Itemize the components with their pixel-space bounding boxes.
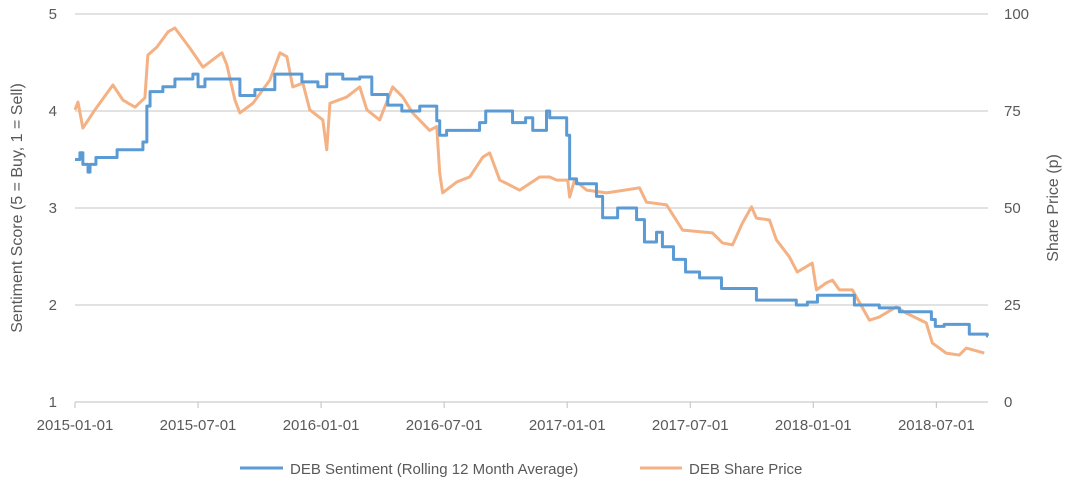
left-tick-label: 5 (49, 6, 57, 23)
right-tick-label: 75 (1004, 103, 1021, 120)
right-tick-label: 50 (1004, 200, 1021, 217)
x-axis-ticks: 2015-01-01 2015-07-01 2016-01-01 2016-07-01… (37, 402, 975, 434)
right-tick-label: 25 (1004, 297, 1021, 314)
gridlines (75, 13, 988, 306)
left-tick-label: 3 (49, 200, 57, 217)
x-tick-label: 2015-01-01 (37, 417, 114, 434)
left-tick-label: 2 (49, 297, 57, 314)
left-tick-label: 1 (49, 394, 57, 411)
x-tick-label: 2018-07-01 (898, 417, 975, 434)
legend: DEB Sentiment (Rolling 12 Month Average)… (240, 461, 802, 478)
x-tick-label: 2017-01-01 (529, 417, 606, 434)
x-tick-label: 2017-07-01 (652, 417, 729, 434)
right-tick-label: 0 (1004, 394, 1012, 411)
left-tick-label: 4 (49, 103, 57, 120)
series-lines (73, 26, 989, 357)
right-tick-label: 100 (1004, 6, 1029, 23)
x-tick-label: 2015-07-01 (160, 417, 237, 434)
right-axis-ticks: 0 25 50 75 100 (1004, 6, 1029, 411)
left-axis-title: Sentiment Score (5 = Buy, 1 = Sell) (9, 83, 26, 333)
x-tick-label: 2016-01-01 (283, 417, 360, 434)
right-axis-title: Share Price (p) (1045, 154, 1062, 262)
share-price-series-line (73, 26, 985, 357)
x-tick-label: 2016-07-01 (406, 417, 483, 434)
sentiment-series-line (75, 72, 989, 338)
left-axis-ticks: 1 2 3 4 5 (49, 6, 57, 411)
legend-label-share-price: DEB Share Price (689, 461, 802, 478)
legend-label-sentiment: DEB Sentiment (Rolling 12 Month Average) (290, 461, 578, 478)
x-tick-label: 2018-01-01 (775, 417, 852, 434)
